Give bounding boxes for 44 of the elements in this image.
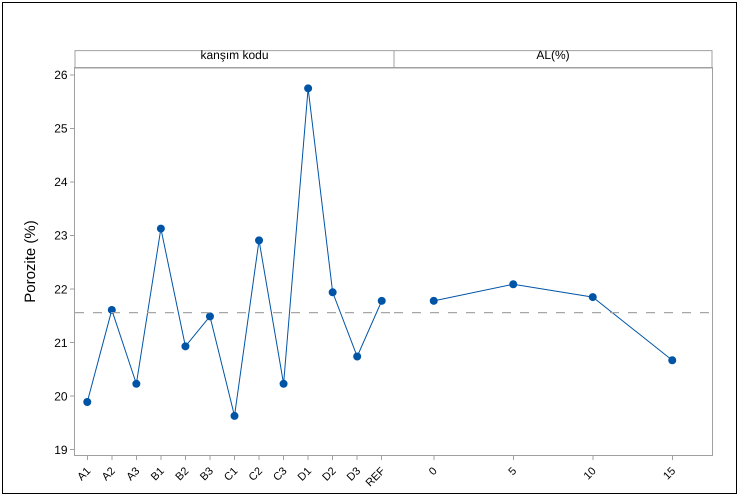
point: [378, 296, 386, 305]
point: [83, 398, 92, 406]
point: [206, 312, 214, 320]
x-tick-label: 15: [661, 465, 678, 482]
point: [353, 352, 362, 361]
point: [132, 380, 140, 388]
x-tick-label: D1: [296, 465, 314, 484]
point: [108, 306, 116, 314]
x-tick-label: B1: [148, 465, 167, 484]
y-axis-title: Porozite (%): [22, 220, 39, 303]
chart-title: AL(%): [536, 48, 570, 62]
y-tick-label: 24: [54, 175, 68, 190]
x-tick-label: A1: [75, 465, 94, 484]
point: [588, 293, 597, 302]
point: [328, 288, 337, 296]
point: [181, 342, 190, 350]
y-tick-label: 25: [54, 122, 68, 136]
y-tick-label: 23: [54, 228, 68, 243]
point: [304, 84, 312, 92]
x-tick-label: D2: [320, 465, 339, 484]
x-tick-label: 10: [582, 465, 599, 482]
y-tick-label: 26: [54, 68, 68, 82]
point: [255, 236, 264, 244]
y-tick-label: 20: [54, 389, 68, 404]
x-tick-label: D3: [344, 465, 364, 484]
x-tick-label: B2: [173, 465, 192, 484]
y-tick-label: 22: [54, 282, 68, 296]
y-tick-label: 19: [54, 442, 68, 457]
point: [156, 224, 165, 233]
x-tick-label: A2: [100, 465, 118, 484]
point: [280, 380, 288, 388]
x-tick-label: 5: [506, 465, 520, 478]
x-tick-label: C2: [246, 465, 266, 484]
point: [668, 356, 676, 364]
point: [430, 296, 438, 305]
x-tick-label: 0: [426, 465, 440, 478]
x-tick-label: B3: [198, 465, 216, 484]
x-tick-label: A3: [124, 465, 142, 484]
chart-title: kanşım kodu: [200, 48, 269, 62]
point: [230, 412, 238, 420]
x-tick-label: C3: [271, 465, 290, 484]
y-tick-label: 21: [54, 336, 68, 350]
point: [509, 280, 518, 288]
x-tick-label: C1: [222, 465, 241, 484]
